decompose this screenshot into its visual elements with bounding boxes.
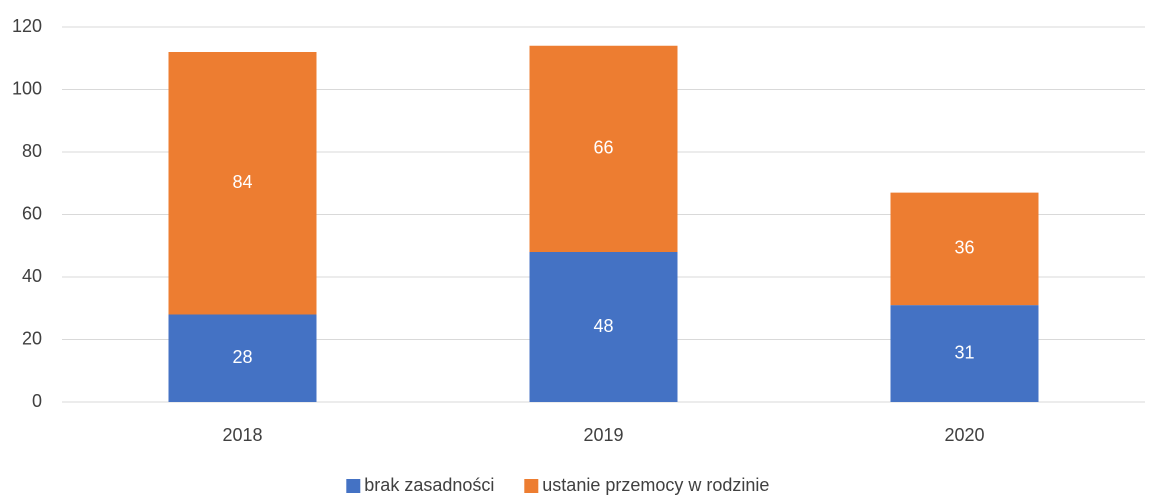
legend-label: brak zasadności — [364, 475, 494, 495]
x-tick-label: 2018 — [222, 425, 262, 445]
data-label: 66 — [593, 138, 613, 158]
data-label: 84 — [232, 172, 252, 192]
legend-swatch — [524, 479, 539, 493]
y-tick-label: 0 — [32, 391, 42, 411]
bar-segment — [168, 314, 317, 402]
y-tick-label: 80 — [22, 141, 42, 161]
x-tick-label: 2019 — [583, 425, 623, 445]
bar-segment — [168, 52, 317, 315]
x-tick-label: 2020 — [944, 425, 984, 445]
y-tick-label: 20 — [22, 328, 42, 348]
bar-segment — [890, 192, 1039, 306]
data-label: 28 — [232, 347, 252, 367]
data-label: 31 — [954, 342, 974, 362]
data-label: 48 — [593, 316, 613, 336]
data-label: 36 — [954, 238, 974, 258]
bar-segment — [529, 45, 678, 252]
bar-segment — [890, 305, 1039, 402]
y-tick-label: 100 — [12, 78, 42, 98]
y-tick-label: 60 — [22, 203, 42, 223]
y-tick-label: 120 — [12, 16, 42, 36]
bar-segment — [529, 252, 678, 402]
y-tick-label: 40 — [22, 266, 42, 286]
legend-swatch — [346, 479, 361, 493]
legend-label: ustanie przemocy w rodzinie — [542, 475, 769, 495]
